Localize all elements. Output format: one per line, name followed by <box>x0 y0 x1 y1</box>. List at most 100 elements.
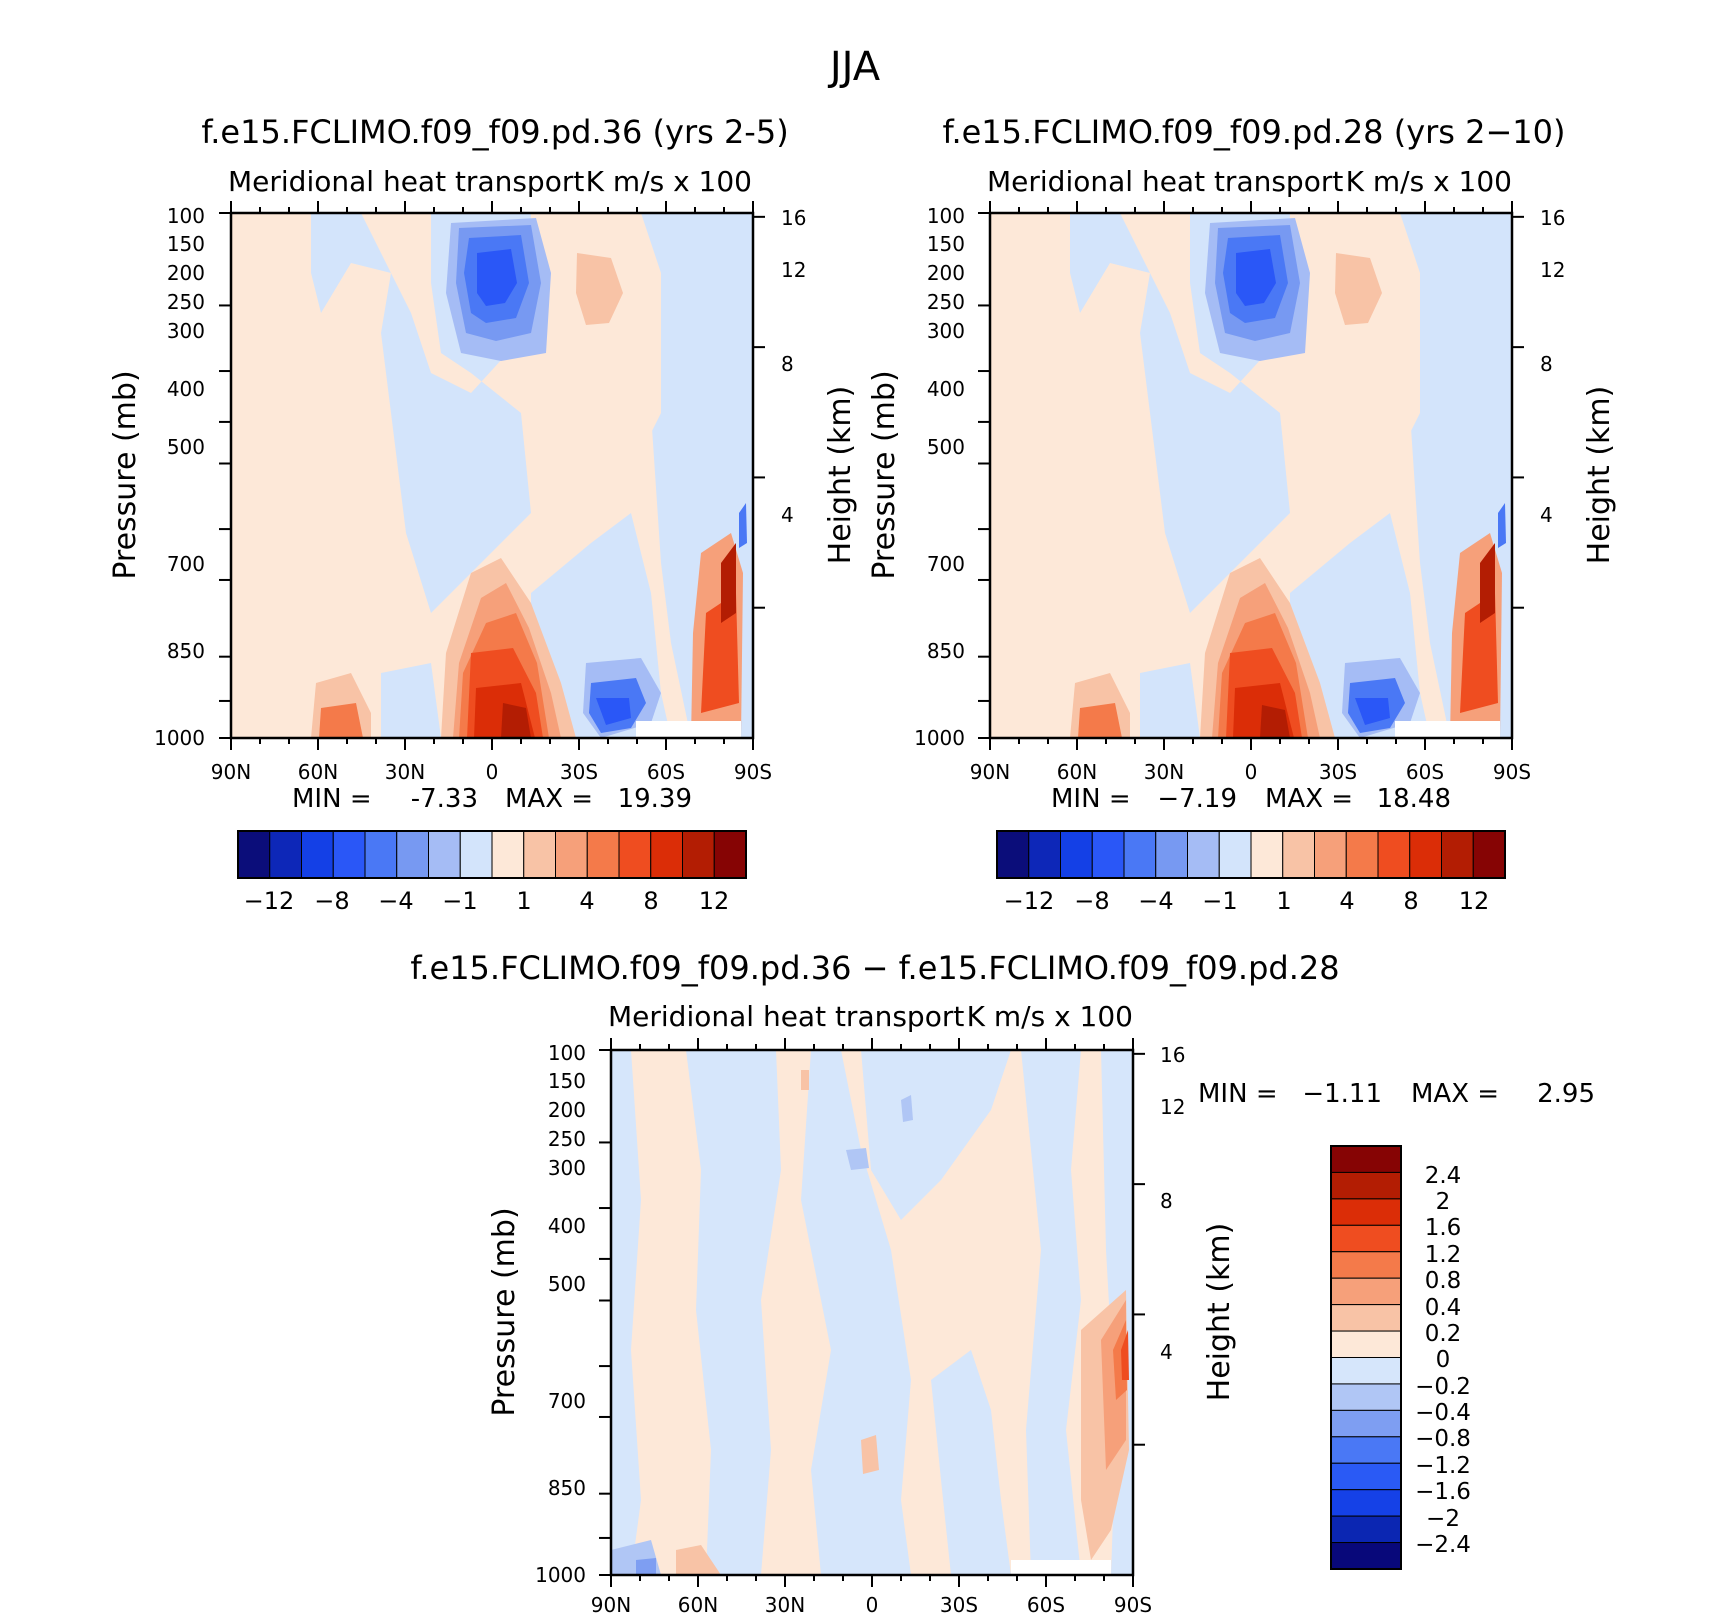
panel-1-colorbar-swatch-8 <box>491 830 525 879</box>
panel-1-ytick-2: 200 <box>167 261 205 285</box>
panel-1-right-ticks: 16 12 8 4 <box>781 206 806 527</box>
panel-1-min-value: -7.33 <box>411 784 478 814</box>
panel-1-rtick-3: 4 <box>781 503 794 527</box>
panel-3-colorbar-swatch-0 <box>1330 1145 1402 1173</box>
panel-3-xtick-1: 60N <box>678 1593 718 1616</box>
panel-3-cell-neg-1 <box>901 1095 913 1122</box>
panel-1-colorbar-swatch-3 <box>332 830 366 879</box>
panel-3-ytick-3: 250 <box>548 1127 586 1151</box>
panel-2-colorbar-swatch-10 <box>1314 830 1347 879</box>
panel-2-ytick-6: 500 <box>927 435 965 459</box>
panel-2-xtick-4: 30S <box>1319 760 1357 784</box>
panel-1-missing-data <box>636 721 741 738</box>
panel-3-cb-label-12: −1.6 <box>1415 1479 1471 1505</box>
panel-3-xtick-6: 90S <box>1114 1593 1152 1616</box>
panel-2-cell-pos-right-3 <box>1480 543 1495 623</box>
panel-3-cb-label-5: 0.4 <box>1425 1295 1462 1321</box>
panel-2-tick-marks <box>978 201 1524 750</box>
panel-2-cell-neg-low-3 <box>1355 698 1390 725</box>
panel-3-rtick-3: 4 <box>1160 1340 1173 1364</box>
panel-2-cb-label-4: 1 <box>1276 887 1291 915</box>
panel-1-colorbar-swatch-7 <box>459 830 493 879</box>
panel-2-subtitle-right: K m/s x 100 <box>1346 165 1512 198</box>
panel-3-cb-label-8: −0.2 <box>1415 1374 1471 1400</box>
panel-2-cb-label-7: 12 <box>1459 887 1490 915</box>
panel-3-xtick-3: 0 <box>866 1593 879 1616</box>
panel-2-colorbar-swatch-8 <box>1250 830 1284 879</box>
panel-2-ytick-8: 850 <box>927 639 965 663</box>
panel-2-colorbar-swatch-15 <box>1472 830 1506 879</box>
panel-1-ylabel-right: Height (km) <box>823 386 858 565</box>
panel-1-colorbar-swatch-4 <box>364 830 398 879</box>
panel-1-colorbar <box>237 830 747 879</box>
panel-2-y-ticks: 100 150 200 250 300 400 500 700 850 1000 <box>914 204 965 750</box>
panel-2-subtitle-left: Meridional heat transport <box>987 165 1343 198</box>
panel-3-cb-label-2: 1.6 <box>1425 1215 1462 1241</box>
panel-2-colorbar-swatch-13 <box>1409 830 1442 879</box>
panel-3-ytick-7: 700 <box>548 1389 586 1413</box>
panel-2-colorbar-swatch-2 <box>1060 830 1093 879</box>
panel-3-colorbar-swatch-15 <box>1330 1542 1402 1570</box>
panel-2-min-label: MIN = <box>1051 784 1131 814</box>
panel-1-colorbar-swatch-10 <box>555 830 588 879</box>
panel-3-colorbar-swatch-12 <box>1330 1462 1402 1491</box>
panel-1-rtick-1: 12 <box>781 258 806 282</box>
panel-1-cb-label-5: 4 <box>579 887 594 915</box>
panel-3-colorbar-swatch-3 <box>1330 1224 1402 1253</box>
panel-3-neg-band-5 <box>931 1350 1011 1575</box>
panel-3-cb-label-3: 1.2 <box>1425 1242 1462 1268</box>
panel-3-rtick-1: 12 <box>1160 1095 1185 1119</box>
panel-1-x-ticks: 90N 60N 30N 0 30S 60S 90S <box>211 760 772 784</box>
panel-3-x-ticks: 90N 60N 30N 0 30S 60S 90S <box>591 1593 1152 1616</box>
panel-1-cell-pos-6 <box>501 703 531 738</box>
panel-1-rtick-0: 16 <box>781 206 806 230</box>
panel-3-colorbar-swatch-14 <box>1330 1515 1402 1544</box>
panel-2-plot-area <box>990 213 1512 738</box>
panel-1-ytick-5: 400 <box>167 377 205 401</box>
panel-1-max-label: MAX = <box>505 784 593 814</box>
panel-1-colorbar-swatch-12 <box>618 830 652 879</box>
panel-3-cb-label-11: −1.2 <box>1415 1453 1471 1479</box>
panel-1-colorbar-swatch-1 <box>269 830 302 879</box>
panel-1-rtick-2: 8 <box>781 352 794 376</box>
panel-1-colorbar-swatch-14 <box>682 830 715 879</box>
panel-1-plot-area <box>231 213 753 738</box>
panel-3-ytick-5: 400 <box>548 1214 586 1238</box>
panel-2-xtick-6: 90S <box>1493 760 1531 784</box>
panel-2-rtick-3: 4 <box>1540 503 1553 527</box>
panel-2-cb-label-5: 4 <box>1339 887 1354 915</box>
panel-1-cell-pos-right-3 <box>721 543 736 623</box>
panel-3-neg-band-4 <box>861 1050 1011 1220</box>
panel-2-max-label: MAX = <box>1265 784 1353 814</box>
panel-3-title: f.e15.FCLIMO.f09_f09.pd.36 − f.e15.FCLIM… <box>410 949 1339 987</box>
panel-2-xtick-0: 90N <box>970 760 1010 784</box>
panel-1-colorbar-labels: −12 −8 −4 −1 1 4 8 12 <box>244 887 730 915</box>
panel-2-ytick-5: 400 <box>927 377 965 401</box>
panel-1-colorbar-outline <box>237 830 747 879</box>
panel-3-colorbar-swatch-4 <box>1330 1251 1402 1279</box>
panel-2-rtick-0: 16 <box>1540 206 1565 230</box>
panel-2-cell-neg-right <box>1498 503 1506 548</box>
panel-2-ytick-7: 700 <box>927 552 965 576</box>
panel-2-min-value: −7.19 <box>1157 784 1237 814</box>
panel-1-min-label: MIN = <box>292 784 372 814</box>
panel-3-colorbar-labels: 2.4 2 1.6 1.2 0.8 0.4 0.2 0 −0.2 −0.4 −0… <box>1415 1163 1471 1558</box>
panel-3-colorbar-swatch-6 <box>1330 1304 1402 1332</box>
panel-2-colorbar-swatch-9 <box>1282 830 1315 879</box>
panel-3-subtitle-right: K m/s x 100 <box>967 1000 1133 1033</box>
panel-3-cb-label-9: −0.4 <box>1415 1400 1471 1426</box>
panel-1-ylabel: Pressure (mb) <box>108 370 143 579</box>
panel-1-cb-label-2: −4 <box>378 887 413 915</box>
panel-1-xtick-5: 60S <box>647 760 685 784</box>
panel-2-cell-neg-4 <box>1236 249 1276 306</box>
panel-1-ytick-4: 300 <box>167 319 205 343</box>
panel-1-ytick-3: 250 <box>167 290 205 314</box>
panel-1-subtitle-right: K m/s x 100 <box>586 165 752 198</box>
panel-1-colorbar-swatch-13 <box>650 830 683 879</box>
panel-2-cb-label-1: −8 <box>1074 887 1109 915</box>
panel-2-colorbar-swatch-4 <box>1123 830 1157 879</box>
panel-1-contour-neg3 <box>381 663 441 738</box>
panel-3-xtick-5: 60S <box>1027 1593 1065 1616</box>
panel-3-tick-marks <box>599 1038 1145 1587</box>
